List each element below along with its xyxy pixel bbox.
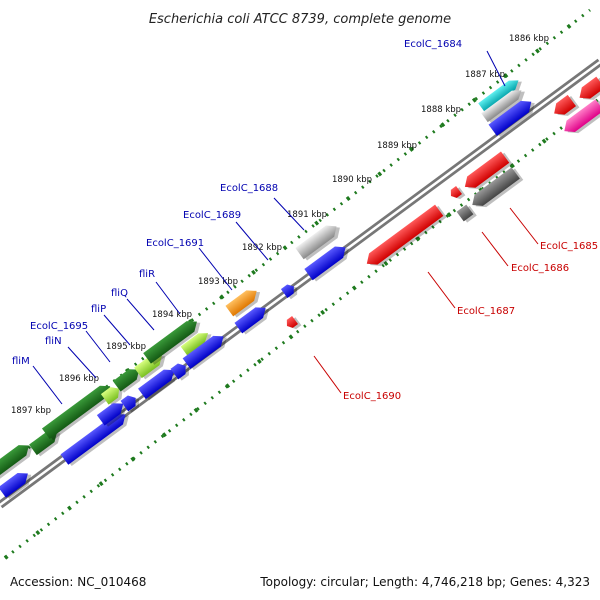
label-leaders [32,50,539,405]
gene-label-ecolc-1690[interactable]: EcolC_1690 [343,391,401,402]
blue-1688[interactable] [304,242,349,281]
kbp-label: 1896 kbp [59,374,99,384]
blue-1684b[interactable] [488,96,536,136]
lime-band[interactable] [100,383,123,405]
gene-labels: EcolC_1684 EcolC_1688 EcolC_1689 EcolC_1… [12,39,598,402]
grey-1689[interactable] [295,221,340,260]
kbp-label: 1887 kbp [465,70,505,80]
gene-label-ecolc-1689[interactable]: EcolC_1689 [183,210,241,221]
fliM-feature[interactable] [0,440,33,482]
blue-small-3[interactable] [170,361,190,380]
kbp-label: 1895 kbp [106,342,146,352]
red-1686[interactable] [461,151,510,193]
blue-fliR[interactable] [234,303,269,334]
red-far-2[interactable] [575,76,600,104]
accession-text: Accession: NC_010468 [10,575,146,589]
kbp-label: 1886 kbp [509,34,549,44]
kbp-label: 1894 kbp [152,310,192,320]
gene-label-flin[interactable]: fliN [45,336,62,347]
gene-label-ecolc-1684[interactable]: EcolC_1684 [404,39,462,50]
dark-1685[interactable] [468,167,520,210]
pink-far[interactable] [560,99,600,136]
gene-label-ecolc-1685[interactable]: EcolC_1685 [540,241,598,252]
orange-feature[interactable] [225,286,260,317]
gene-label-ecolc-1691[interactable]: EcolC_1691 [146,238,204,249]
gene-label-flip[interactable]: fliP [91,304,106,315]
map-title: Escherichia coli ATCC 8739, complete gen… [149,12,451,27]
blue-small-4[interactable] [280,282,297,298]
grey-1684[interactable] [481,86,525,123]
gene-label-ecolc-1688[interactable]: EcolC_1688 [220,183,278,194]
blue-band-3[interactable] [182,331,228,369]
teal-1684[interactable] [478,76,522,113]
gene-label-ecolc-1695[interactable]: EcolC_1695 [30,321,88,332]
kbp-label: 1891 kbp [287,210,327,220]
gene-label-flir[interactable]: fliR [139,269,155,280]
lime-band-3[interactable] [180,329,212,356]
features-layer [0,76,600,499]
red-small-1690[interactable] [284,316,298,330]
kbp-label: 1888 kbp [421,105,461,115]
kbp-label: 1893 kbp [198,277,238,287]
blue-small-1[interactable] [96,398,127,426]
kbp-label: 1892 kbp [242,243,282,253]
gene-label-ecolc-1687[interactable]: EcolC_1687 [457,306,515,317]
red-far[interactable] [550,94,577,119]
green-band-3[interactable] [143,316,201,364]
inner-tick-track [4,96,600,560]
gene-label-fliq[interactable]: fliQ [111,288,128,299]
kbp-labels: 1886 kbp 1887 kbp 1888 kbp 1889 kbp 1890… [11,34,549,416]
blue-small-2[interactable] [120,393,140,412]
red-small-2[interactable] [448,186,462,200]
red-1687[interactable] [363,204,444,270]
green-band-2[interactable] [112,364,143,392]
fliN-blue[interactable] [0,468,32,498]
blue-band-2[interactable] [138,365,178,400]
green-band-1[interactable] [41,381,114,439]
dark-small[interactable] [456,204,474,222]
kbp-label: 1890 kbp [332,175,372,185]
kbp-label: 1897 kbp [11,406,51,416]
gene-label-flim[interactable]: fliM [12,356,30,367]
kbp-label: 1889 kbp [377,141,417,151]
gene-label-ecolc-1686[interactable]: EcolC_1686 [511,263,569,274]
topology-text: Topology: circular; Length: 4,746,218 bp… [259,575,590,589]
blue-band-1[interactable] [60,409,130,465]
